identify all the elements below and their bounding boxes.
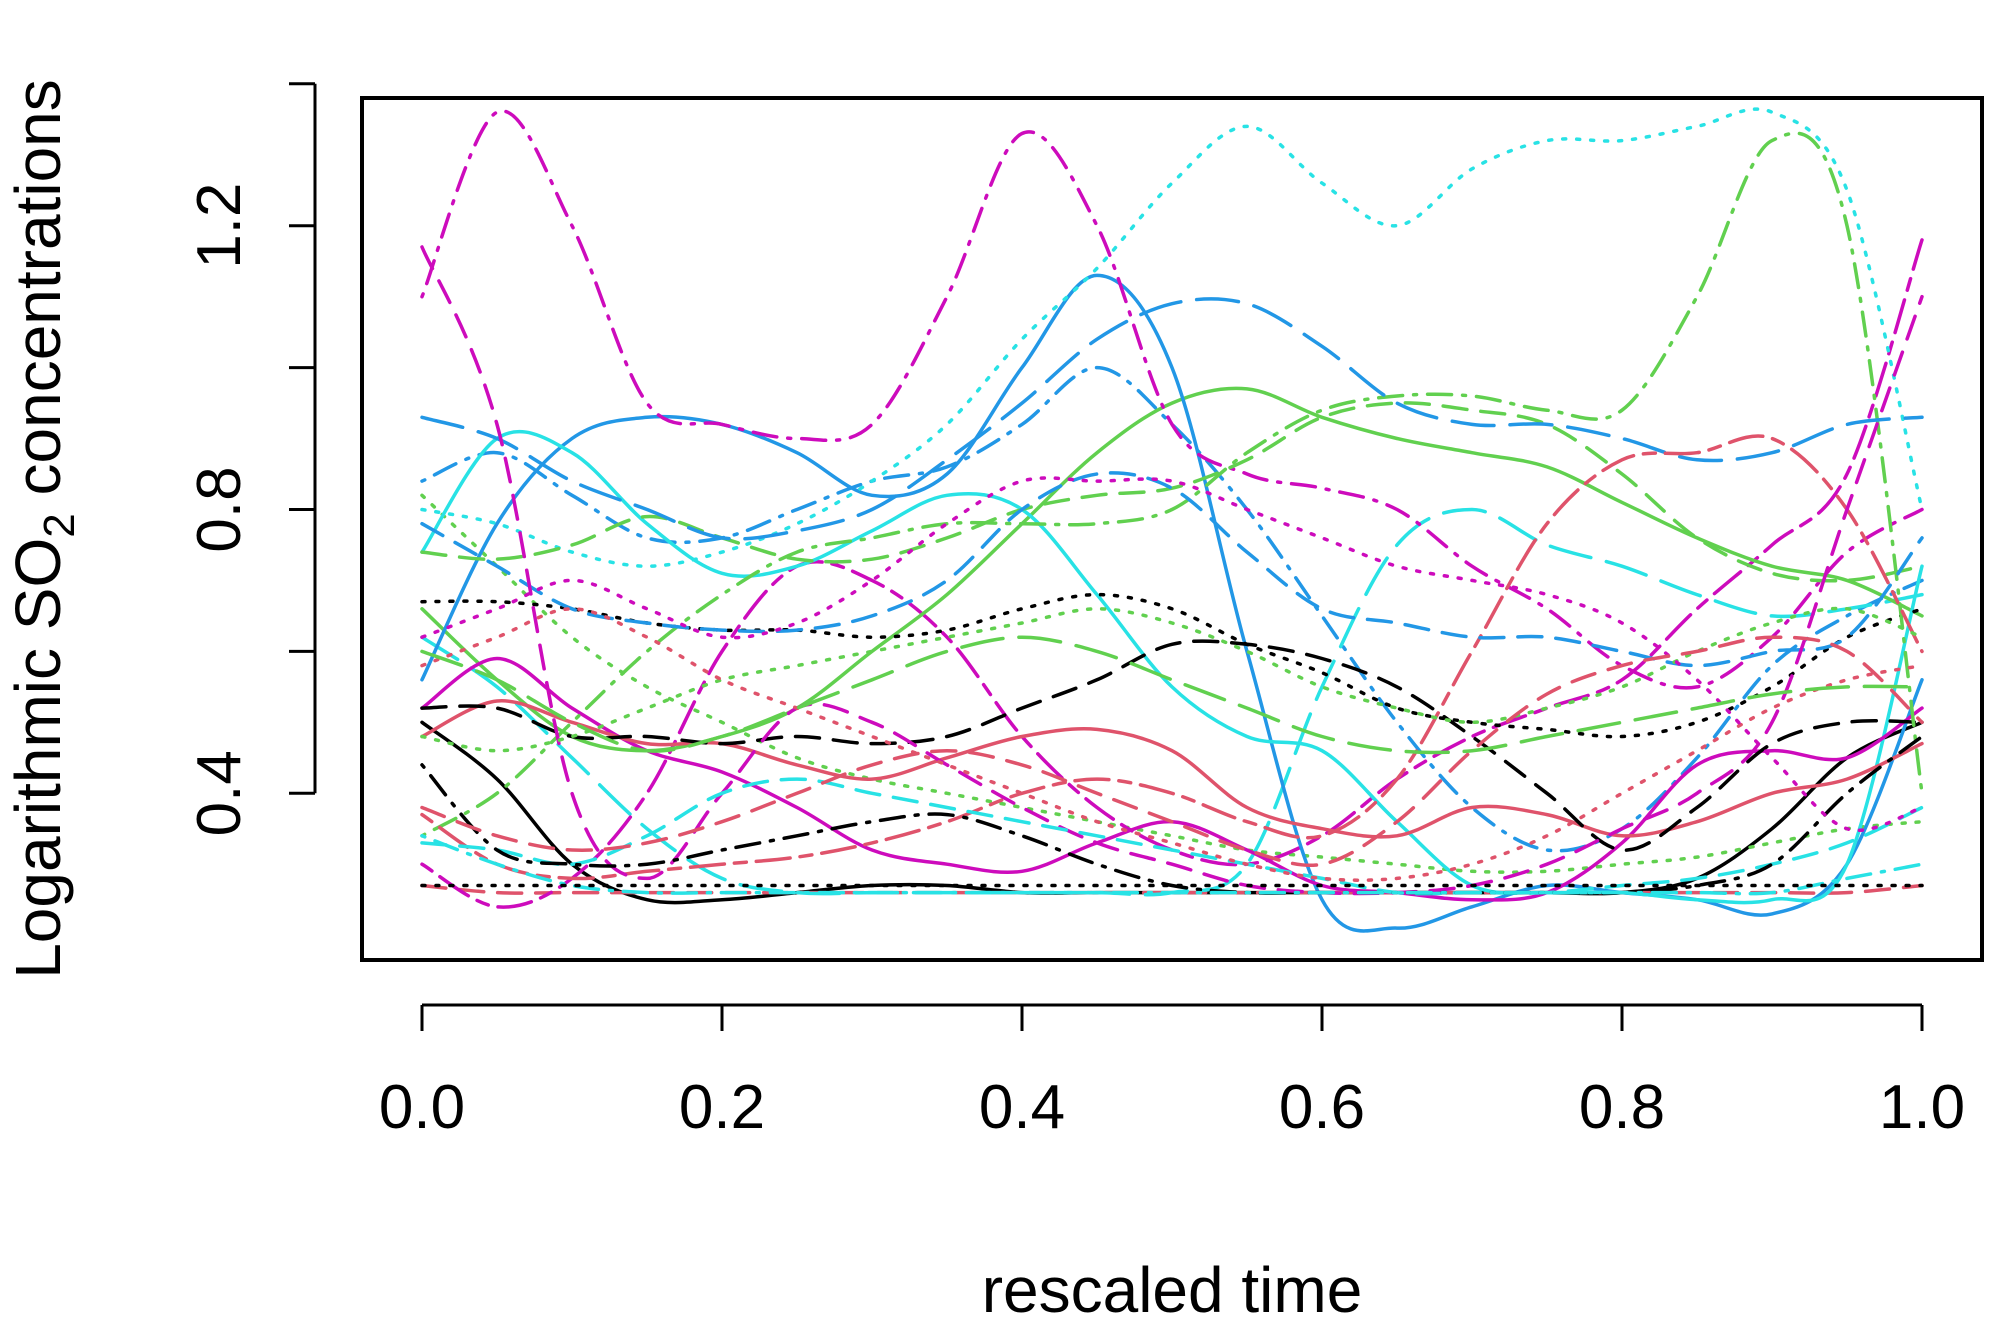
series-line-13 xyxy=(420,592,1924,739)
series-line-8 xyxy=(420,273,1924,933)
x-tick-label: 0.6 xyxy=(1279,1073,1365,1142)
y-tick-label: 0.8 xyxy=(185,466,254,552)
series-line-20 xyxy=(420,471,1924,668)
series-line-21 xyxy=(420,245,1924,896)
series-layer xyxy=(420,107,1924,933)
y-axis-title-subscript: 2 xyxy=(35,513,84,537)
series-line-14 xyxy=(420,109,1924,690)
series-line-3 xyxy=(420,493,1924,874)
series-line-11 xyxy=(420,699,1924,839)
series-line-17 xyxy=(420,401,1924,583)
series-line-25 xyxy=(420,734,1924,895)
series-line-19 xyxy=(420,434,1924,881)
series-line-12 xyxy=(420,639,1924,852)
y-axis-title: Logarithmic SO2 concentrations xyxy=(2,79,84,979)
series-line-18 xyxy=(420,297,1924,541)
x-tick-label: 0.8 xyxy=(1579,1073,1665,1142)
series-line-15 xyxy=(420,107,1924,568)
series-line-30 xyxy=(420,635,1924,755)
series-line-7 xyxy=(420,386,1924,753)
y-tick-label: 1.2 xyxy=(185,183,254,269)
series-line-29 xyxy=(420,635,1924,867)
series-line-24 xyxy=(420,607,1924,882)
series-line-16 xyxy=(420,131,1924,838)
series-line-9 xyxy=(420,429,1924,905)
y-axis-title-prefix: Logarithmic SO xyxy=(2,538,74,979)
x-tick-label: 1.0 xyxy=(1879,1073,1965,1142)
y-axis-title-suffix: concentrations xyxy=(2,79,74,513)
x-tick-label: 0.2 xyxy=(679,1073,765,1142)
x-tick-label: 0.0 xyxy=(379,1073,465,1142)
x-axis-title: rescaled time xyxy=(982,1254,1363,1323)
x-axis: 0.0 0.2 0.4 0.6 0.8 1.0 xyxy=(379,1003,1965,1142)
plot-frame xyxy=(360,96,1984,962)
y-tick-label: 0.4 xyxy=(185,750,254,836)
y-axis: 0.4 0.8 1.2 xyxy=(185,82,317,836)
series-line-26 xyxy=(420,834,1924,896)
series-line-22 xyxy=(420,777,1924,896)
x-tick-label: 0.4 xyxy=(979,1073,1065,1142)
series-line-28 xyxy=(420,476,1924,832)
